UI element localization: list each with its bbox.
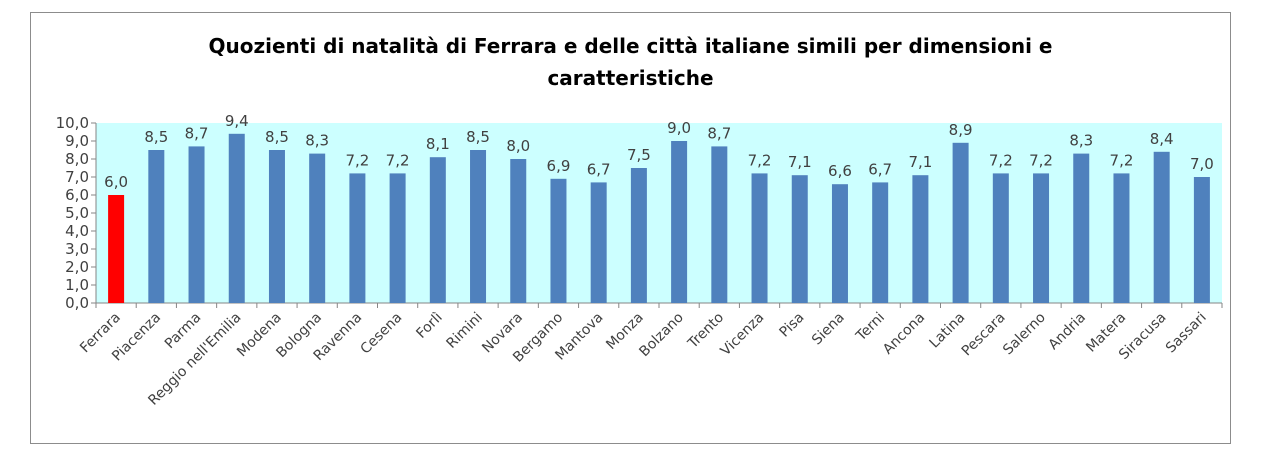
data-label: 7,2 [748,151,772,169]
y-tick-label: 4,0 [65,222,89,240]
x-tick-label: Pisa [777,310,808,341]
data-label: 6,7 [868,160,892,178]
data-label: 8,3 [1069,132,1093,150]
data-label: 8,5 [265,128,289,146]
bar-parma [188,146,205,303]
data-label: 7,2 [1029,151,1053,169]
x-tick-label: Andria [1046,310,1090,354]
y-tick-label: 10,0 [56,114,89,132]
x-tick-label: Terni [853,310,888,345]
x-tick-label: Cesena [358,310,406,358]
bar-piacenza [148,150,165,303]
data-label: 7,1 [908,153,932,171]
bar-siena [831,184,848,303]
x-tick-label: Pescara [959,310,1009,360]
y-tick-label: 6,0 [65,186,89,204]
data-label: 8,1 [426,135,450,153]
bar-trento [711,146,728,303]
data-label: 7,0 [1190,155,1214,173]
bar-bologna [309,153,326,303]
data-label: 7,2 [386,151,410,169]
data-label: 8,4 [1150,130,1174,148]
chart-title-line-1: Quozienti di natalità di Ferrara e delle… [208,34,1053,58]
bar-ferrara [108,195,125,303]
bar-monza [630,168,647,303]
y-tick-label: 8,0 [65,150,89,168]
bar-sassari [1193,177,1210,303]
data-label: 8,0 [506,137,530,155]
data-label: 8,7 [185,124,209,142]
bar-ravenna [349,173,366,303]
bar-andria [1073,153,1090,303]
y-tick-label: 1,0 [65,276,89,294]
data-label: 8,9 [949,121,973,139]
data-label: 9,0 [667,119,691,137]
x-tick-label: Vicenza [718,310,768,360]
x-tick-label: Sassari [1163,310,1210,357]
data-label: 7,2 [345,151,369,169]
bar-siracusa [1153,151,1170,303]
bar-terni [872,182,889,303]
bar-forl- [429,157,446,303]
y-tick-label: 0,0 [65,294,89,312]
data-label: 6,6 [828,162,852,180]
bar-salerno [1033,173,1050,303]
bar-mantova [590,182,607,303]
bar-novara [510,159,527,303]
data-label: 7,5 [627,146,651,164]
x-tick-label: Bolzano [636,310,687,361]
data-label: 6,9 [547,157,571,175]
x-tick-label: Salerno [1000,310,1049,359]
bar-reggio-nell-emilia [228,133,245,303]
bar-cesena [389,173,406,303]
y-tick-label: 3,0 [65,240,89,258]
bar-matera [1113,173,1130,303]
x-tick-label: Ancona [880,310,928,358]
data-label: 8,3 [305,132,329,150]
data-label: 7,2 [1110,151,1134,169]
data-label: 8,7 [707,124,731,142]
y-tick-label: 2,0 [65,258,89,276]
y-tick-label: 5,0 [65,204,89,222]
bar-ancona [912,175,929,303]
bar-vicenza [751,173,768,303]
chart-title-line-2: caratteristiche [547,66,714,90]
data-label: 8,5 [466,128,490,146]
bar-bergamo [550,178,567,303]
x-tick-label: Forlì [413,310,445,342]
x-tick-label: Siena [809,310,848,349]
bar-modena [268,150,285,303]
chart-title: Quozienti di natalità di Ferrara e delle… [30,30,1231,94]
data-label: 6,0 [104,173,128,191]
bar-bolzano [671,141,688,303]
bar-rimini [470,150,487,303]
bar-latina [952,142,969,303]
bar-pescara [992,173,1009,303]
y-tick-label: 7,0 [65,168,89,186]
data-label: 7,1 [788,153,812,171]
data-label: 7,2 [989,151,1013,169]
bar-pisa [791,175,808,303]
y-tick-label: 9,0 [65,132,89,150]
plot-area [96,123,1222,303]
data-label: 8,5 [144,128,168,146]
data-label: 6,7 [587,160,611,178]
data-label: 9,4 [225,112,249,130]
